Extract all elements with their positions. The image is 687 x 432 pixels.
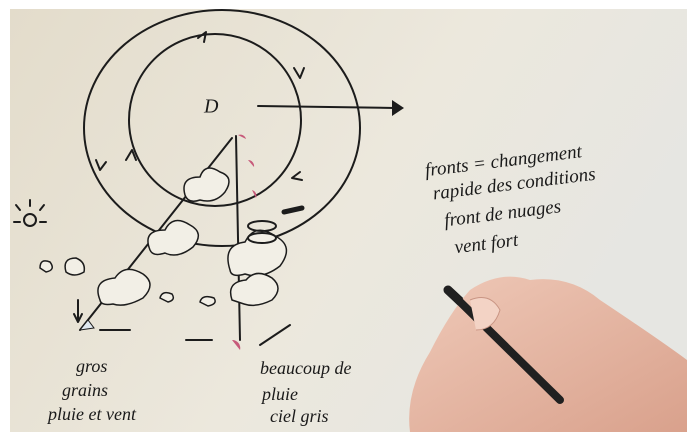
left-label: grains <box>62 380 108 400</box>
page: D fronts = changement rapide des conditi… <box>0 0 687 432</box>
center-label: D <box>203 96 219 118</box>
left-label: gros <box>76 356 107 376</box>
right-label: ciel gris <box>270 406 329 426</box>
right-label: pluie <box>260 384 298 404</box>
scene: D fronts = changement rapide des conditi… <box>0 0 687 432</box>
right-label: beaucoup de <box>260 358 351 378</box>
left-label: pluie et vent <box>46 404 137 424</box>
